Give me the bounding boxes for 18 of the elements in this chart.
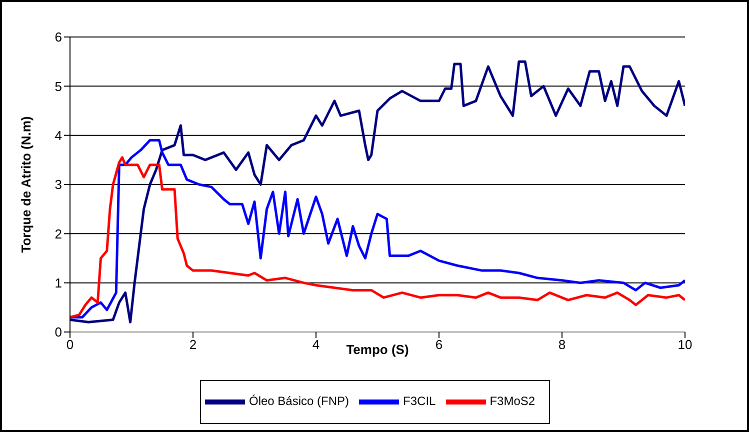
y-tick-label: 2 — [54, 226, 62, 242]
x-tick-label: 2 — [189, 337, 197, 352]
y-axis-title: Torque de Atrito (N.m) — [18, 116, 34, 253]
x-tick-label: 10 — [678, 337, 692, 352]
y-tick-label: 4 — [54, 128, 62, 143]
x-tick-label: 0 — [66, 337, 74, 352]
y-tick-label: 3 — [54, 177, 62, 192]
x-tick-label: 8 — [558, 337, 566, 352]
legend-label: F3MoS2 — [490, 394, 536, 408]
y-tick-label: 5 — [54, 78, 62, 94]
y-tick-label: 6 — [54, 30, 62, 45]
legend-label: Óleo Básico (FNP) — [249, 394, 350, 408]
x-tick-label: 4 — [312, 337, 320, 352]
x-tick-label: 6 — [435, 337, 443, 352]
legend-label: F3CIL — [403, 394, 436, 408]
x-axis-title: Tempo (S) — [346, 342, 409, 357]
y-tick-label: 0 — [54, 324, 62, 340]
y-tick-label: 1 — [54, 275, 62, 290]
